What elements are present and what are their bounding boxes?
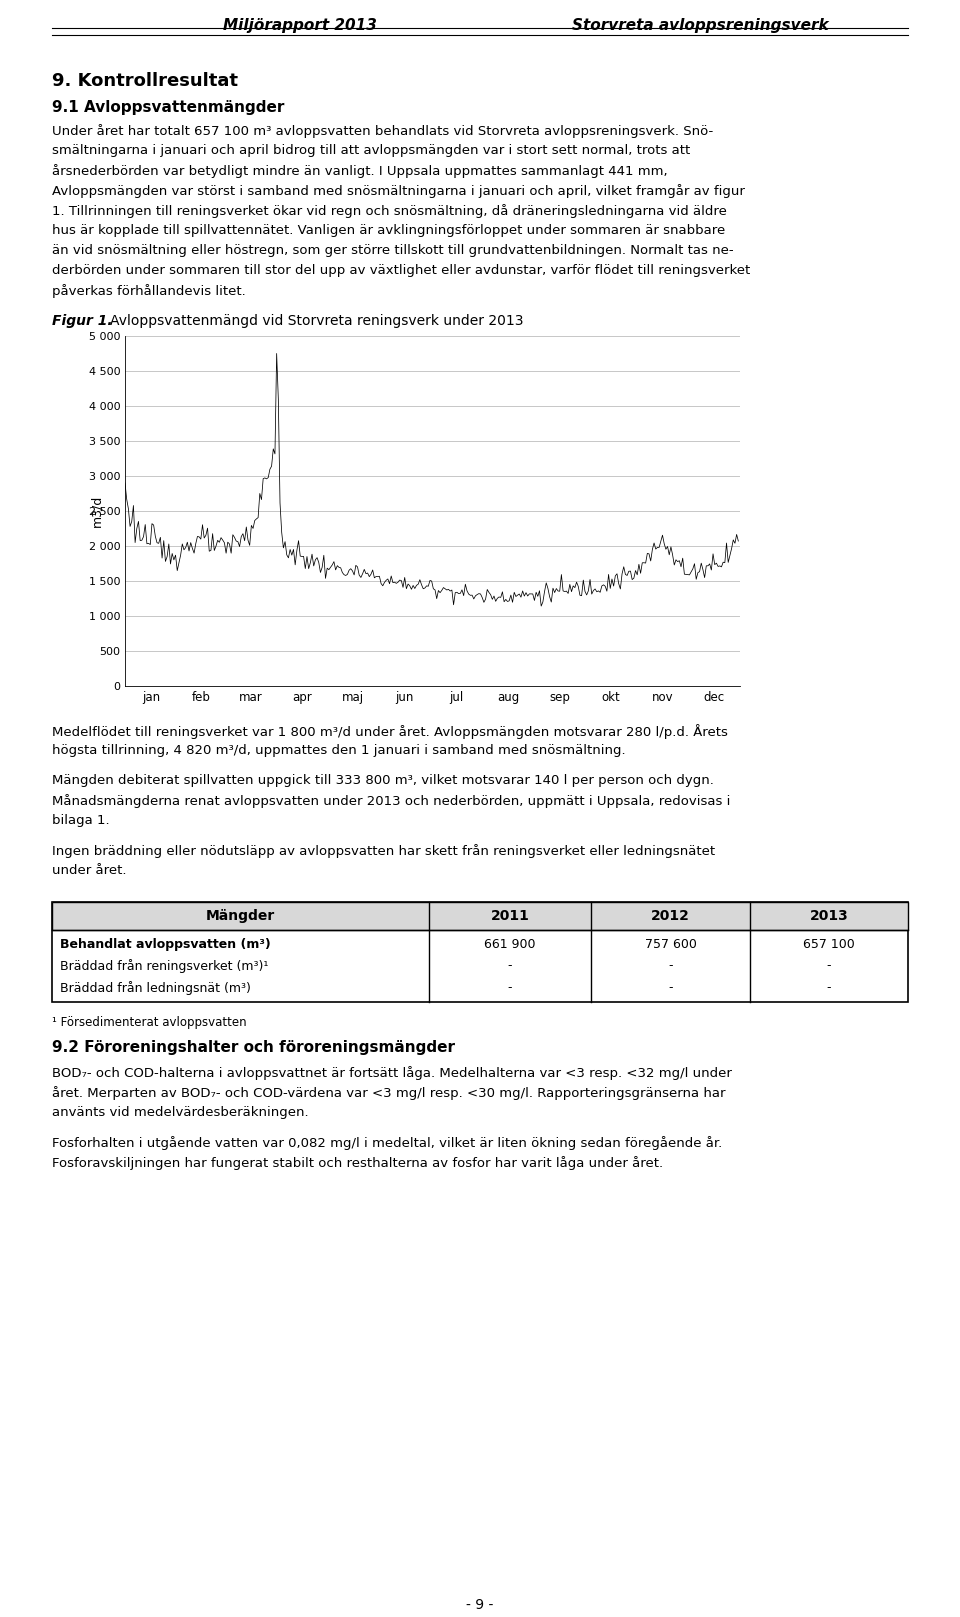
Text: 1. Tillrinningen till reningsverket ökar vid regn och snösmältning, då dränering: 1. Tillrinningen till reningsverket ökar… — [52, 204, 727, 218]
Text: 9.2 Föroreningshalter och föroreningsmängder: 9.2 Föroreningshalter och föroreningsmän… — [52, 1040, 455, 1054]
Text: Månadsmängderna renat avloppsvatten under 2013 och nederbörden, uppmätt i Uppsal: Månadsmängderna renat avloppsvatten unde… — [52, 794, 731, 808]
Text: bilaga 1.: bilaga 1. — [52, 813, 109, 826]
Text: Bräddad från reningsverket (m³)¹: Bräddad från reningsverket (m³)¹ — [60, 959, 269, 973]
Text: -: - — [827, 982, 831, 994]
Bar — [52, 902, 908, 930]
Text: 2013: 2013 — [809, 909, 849, 923]
Text: -: - — [508, 959, 513, 972]
Text: 657 100: 657 100 — [803, 938, 854, 951]
Text: -: - — [508, 982, 513, 994]
Text: påverkas förhållandevis litet.: påverkas förhållandevis litet. — [52, 285, 246, 298]
Text: Ingen bräddning eller nödutsläpp av avloppsvatten har skett från reningsverket e: Ingen bräddning eller nödutsläpp av avlo… — [52, 844, 715, 859]
Text: 757 600: 757 600 — [644, 938, 696, 951]
Text: Bräddad från ledningsnät (m³): Bräddad från ledningsnät (m³) — [60, 982, 251, 994]
Bar — [52, 902, 908, 930]
Text: använts vid medelvärdesberäkningen.: använts vid medelvärdesberäkningen. — [52, 1106, 308, 1119]
Text: 2011: 2011 — [491, 909, 529, 923]
Text: Miljörapport 2013: Miljörapport 2013 — [223, 18, 377, 32]
Text: hus är kopplade till spillvattennätet. Vanligen är avklingningsförloppet under s: hus är kopplade till spillvattennätet. V… — [52, 225, 725, 238]
Text: Fosforavskiljningen har fungerat stabilt och resthalterna av fosfor har varit lå: Fosforavskiljningen har fungerat stabilt… — [52, 1156, 663, 1171]
Text: än vid snösmältning eller höstregn, som ger större tillskott till grundvattenbil: än vid snösmältning eller höstregn, som … — [52, 244, 733, 257]
Text: 2012: 2012 — [651, 909, 690, 923]
Text: högsta tillrinning, 4 820 m³/d, uppmattes den 1 januari i samband med snösmältni: högsta tillrinning, 4 820 m³/d, uppmatte… — [52, 744, 626, 757]
Text: under året.: under året. — [52, 863, 127, 876]
Text: -: - — [827, 959, 831, 972]
Text: -: - — [668, 959, 673, 972]
Text: 9. Kontrollresultat: 9. Kontrollresultat — [52, 73, 238, 91]
Text: Behandlat avloppsvatten (m³): Behandlat avloppsvatten (m³) — [60, 938, 271, 951]
Text: Mängden debiterat spillvatten uppgick till 333 800 m³, vilket motsvarar 140 l pe: Mängden debiterat spillvatten uppgick ti… — [52, 775, 714, 787]
Text: Medelflödet till reningsverket var 1 800 m³/d under året. Avloppsmängden motsvar: Medelflödet till reningsverket var 1 800… — [52, 724, 728, 739]
Text: Under året har totalt 657 100 m³ avloppsvatten behandlats vid Storvreta avloppsr: Under året har totalt 657 100 m³ avlopps… — [52, 125, 713, 137]
Text: Avloppsvattenmängd vid Storvreta reningsverk under 2013: Avloppsvattenmängd vid Storvreta renings… — [110, 314, 523, 328]
Text: årsnederbörden var betydligt mindre än vanligt. I Uppsala uppmattes sammanlagt 4: årsnederbörden var betydligt mindre än v… — [52, 163, 667, 178]
Text: Mängder: Mängder — [205, 909, 275, 923]
Text: BOD₇- och COD-halterna i avloppsvattnet är fortsätt låga. Medelhalterna var <3 r: BOD₇- och COD-halterna i avloppsvattnet … — [52, 1066, 732, 1080]
Text: m3/d: m3/d — [90, 495, 104, 527]
Text: derbörden under sommaren till stor del upp av växtlighet eller avdunstar, varför: derbörden under sommaren till stor del u… — [52, 264, 751, 277]
Text: -: - — [668, 982, 673, 994]
Text: Avloppsmängden var störst i samband med snösmältningarna i januari och april, vi: Avloppsmängden var störst i samband med … — [52, 184, 745, 197]
Text: ¹ Försedimenterat avloppsvatten: ¹ Försedimenterat avloppsvatten — [52, 1015, 247, 1028]
Text: - 9 -: - 9 - — [467, 1598, 493, 1612]
Text: Storvreta avloppsreningsverk: Storvreta avloppsreningsverk — [572, 18, 828, 32]
Text: Fosforhalten i utgående vatten var 0,082 mg/l i medeltal, vilket är liten ökning: Fosforhalten i utgående vatten var 0,082… — [52, 1137, 722, 1150]
Text: 661 900: 661 900 — [484, 938, 536, 951]
Bar — [52, 902, 908, 1003]
Text: 9.1 Avloppsvattenmängder: 9.1 Avloppsvattenmängder — [52, 100, 284, 115]
Text: året. Merparten av BOD₇- och COD-värdena var <3 mg/l resp. <30 mg/l. Rapporterin: året. Merparten av BOD₇- och COD-värdena… — [52, 1087, 726, 1100]
Text: Figur 1.: Figur 1. — [52, 314, 112, 328]
Text: smältningarna i januari och april bidrog till att avloppsmängden var i stort set: smältningarna i januari och april bidrog… — [52, 144, 690, 157]
